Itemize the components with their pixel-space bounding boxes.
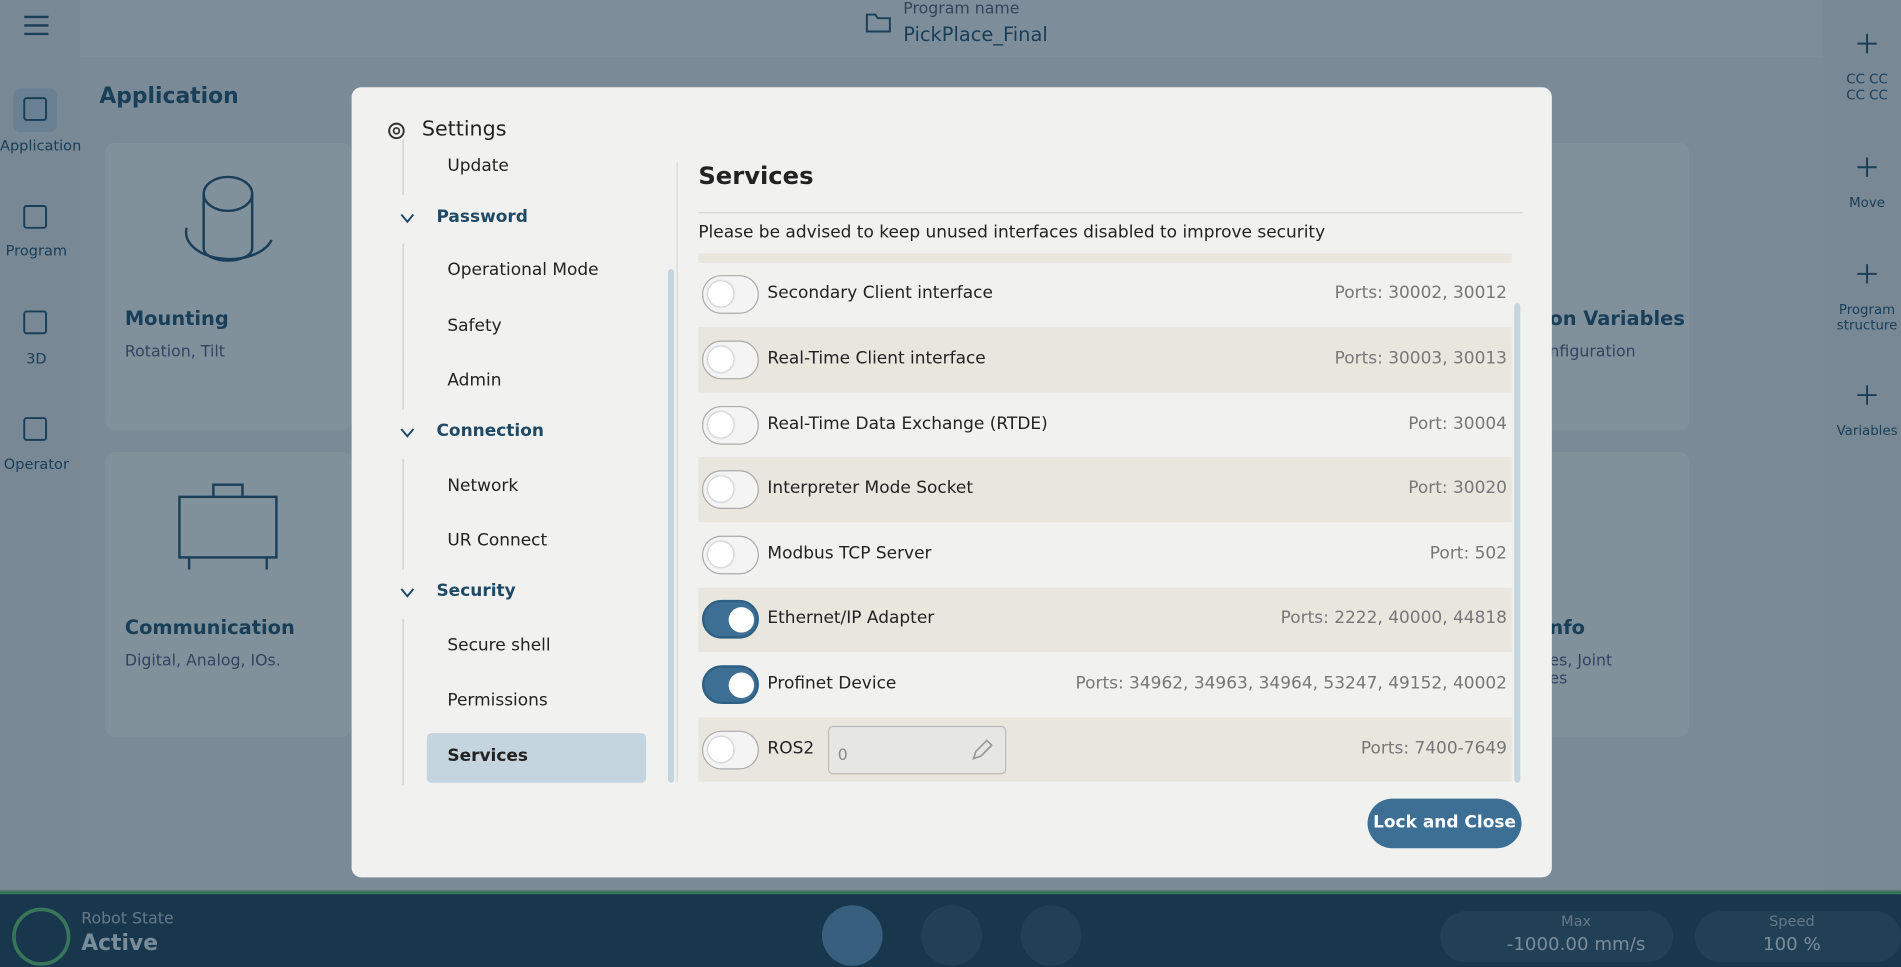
nav-item[interactable]: Update: [447, 156, 509, 176]
nav-line: [402, 353, 404, 410]
nav-line: [402, 299, 404, 356]
nav-selected: [426, 733, 647, 783]
nav-scrollbar: [668, 269, 675, 783]
toggle[interactable]: [701, 340, 759, 380]
service-ports: Ports: 30002, 30012: [1334, 283, 1507, 304]
toggle-knob: [708, 411, 734, 437]
list-scrollbar: [1514, 302, 1521, 783]
nav-line: [402, 459, 404, 516]
service-ports: Ports: 2222, 40000, 44818: [1280, 608, 1507, 629]
service-name: Secondary Client interface: [767, 283, 993, 304]
toggle-knob: [708, 736, 734, 762]
service-name: Interpreter Mode Socket: [767, 478, 974, 499]
lock-close-button[interactable]: Lock and Close: [1367, 798, 1522, 849]
nav-line: [402, 513, 404, 570]
service-ports: Ports: 7400-7649: [1360, 738, 1507, 758]
service-ports: Port: 30020: [1408, 478, 1507, 499]
nav-item[interactable]: Admin: [447, 370, 502, 391]
toggle[interactable]: [701, 535, 759, 575]
nav-section[interactable]: Connection: [436, 421, 544, 442]
dialog-title: Settings: [421, 117, 507, 142]
nav-item[interactable]: Network: [447, 476, 519, 496]
toggle-knob: [728, 607, 755, 633]
toggle[interactable]: [701, 665, 759, 704]
service-ports: Ports: 30003, 30013: [1334, 348, 1507, 369]
nav-line: [402, 243, 404, 300]
toggle-knob: [708, 346, 734, 372]
toggle-knob: [728, 672, 755, 698]
service-row: [698, 457, 1512, 523]
chevron: [400, 428, 415, 438]
nav-line: [402, 139, 404, 196]
section-title: Services: [698, 161, 814, 191]
nav-item[interactable]: Services: [447, 746, 529, 766]
nav-item[interactable]: Permissions: [447, 690, 548, 711]
toggle[interactable]: [701, 470, 759, 510]
chevron: [400, 588, 415, 598]
nav-line: [402, 619, 404, 675]
service-row: [698, 327, 1512, 393]
row-edge: [698, 253, 1512, 263]
nav-item[interactable]: Safety: [447, 316, 502, 336]
pencil-icon: [972, 738, 993, 760]
nav-section[interactable]: Password: [436, 207, 528, 227]
service-ports: Ports: 34962, 34963, 34964, 53247, 49152…: [1075, 673, 1507, 694]
toggle-knob: [708, 476, 734, 502]
toggle[interactable]: [701, 275, 759, 315]
toggle-knob: [708, 281, 734, 307]
nav-section[interactable]: Security: [436, 581, 516, 602]
advisory: Please be advised to keep unused interfa…: [698, 222, 1326, 243]
gear-icon: [388, 122, 405, 140]
nav-item[interactable]: UR Connect: [447, 530, 548, 551]
ros2-input-value: 0: [837, 745, 848, 765]
toggle[interactable]: [701, 600, 759, 639]
service-name: Real-Time Client interface: [767, 348, 986, 369]
nav-line: [402, 729, 404, 786]
toggle[interactable]: [701, 730, 759, 769]
toggle-knob: [708, 541, 734, 567]
service-name: Real-Time Data Exchange (RTDE): [767, 413, 1048, 434]
service-ports: Port: 502: [1429, 543, 1507, 564]
service-name: Ethernet/IP Adapter: [767, 608, 935, 629]
chevron: [400, 213, 415, 224]
toggle[interactable]: [701, 405, 759, 445]
settings-dialog: Settings Update Password Operational Mode Sa…: [351, 87, 1552, 878]
service-row: [698, 587, 1512, 653]
nav-line: [402, 673, 404, 730]
divider: [676, 162, 678, 783]
nav-item[interactable]: Operational Mode: [447, 260, 599, 280]
nav-item[interactable]: Secure shell: [447, 636, 551, 656]
service-name: Profinet Device: [767, 673, 897, 694]
service-name: Modbus TCP Server: [767, 543, 932, 564]
service-name: ROS2: [767, 738, 815, 758]
service-ports: Port: 30004: [1408, 413, 1507, 434]
title-rule: [698, 212, 1523, 214]
